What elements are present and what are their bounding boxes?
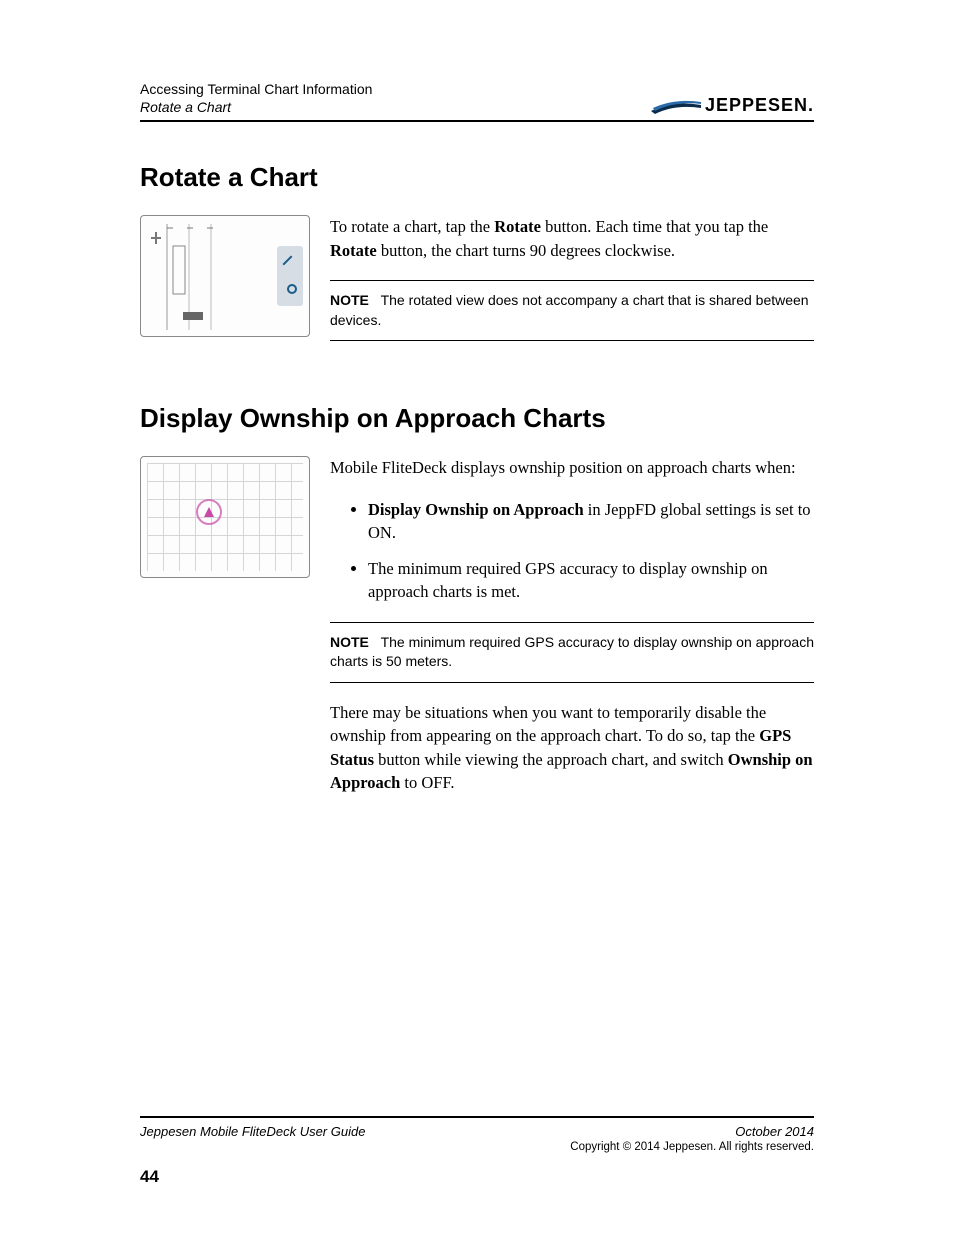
rotate-bold-1: Rotate [494, 217, 541, 236]
text-fragment: button, the chart turns 90 degrees clock… [377, 241, 675, 260]
note-label: NOTE [330, 292, 369, 308]
rotate-instruction-paragraph: To rotate a chart, tap the Rotate button… [330, 215, 814, 262]
text-fragment: There may be situations when you want to… [330, 703, 766, 745]
thumbnail-rotate-chart [140, 215, 310, 337]
text-fragment: To rotate a chart, tap the [330, 217, 494, 236]
note-text: The minimum required GPS accuracy to dis… [330, 634, 814, 670]
text-fragment: button while viewing the approach chart,… [374, 750, 728, 769]
note-label: NOTE [330, 634, 369, 650]
chart-sketch-icon [149, 224, 239, 330]
ownship-conditions-list: Display Ownship on Approach in JeppFD gl… [330, 498, 814, 604]
page-number: 44 [140, 1167, 814, 1187]
page-header: Accessing Terminal Chart Information Rot… [140, 80, 814, 122]
note-ownship: NOTE The minimum required GPS accuracy t… [330, 622, 814, 683]
jeppesen-logo: JEPPESEN. [651, 95, 814, 116]
logo-swoosh-icon [651, 98, 701, 114]
logo-text: JEPPESEN. [705, 95, 814, 116]
heading-rotate-chart: Rotate a Chart [140, 162, 814, 193]
rotate-bold-2: Rotate [330, 241, 377, 260]
footer-copyright: Copyright © 2014 Jeppesen. All rights re… [140, 1141, 814, 1153]
section1-content: To rotate a chart, tap the Rotate button… [330, 215, 814, 359]
ownship-intro-paragraph: Mobile FliteDeck displays ownship positi… [330, 456, 814, 479]
footer-row: Jeppesen Mobile FliteDeck User Guide Oct… [140, 1124, 814, 1139]
section2-content: Mobile FliteDeck displays ownship positi… [330, 456, 814, 812]
footer-doc-title: Jeppesen Mobile FliteDeck User Guide [140, 1124, 365, 1139]
page-container: Accessing Terminal Chart Information Rot… [0, 0, 954, 1235]
thumbnail-approach-chart [140, 456, 310, 578]
section-rotate-chart: To rotate a chart, tap the Rotate button… [140, 215, 814, 359]
footer-rule [140, 1116, 814, 1118]
footer-date: October 2014 [735, 1124, 814, 1139]
section-ownship: Mobile FliteDeck displays ownship positi… [140, 456, 814, 812]
bullet1-bold: Display Ownship on Approach [368, 500, 584, 519]
header-text-block: Accessing Terminal Chart Information Rot… [140, 80, 372, 116]
list-item: Display Ownship on Approach in JeppFD gl… [368, 498, 814, 545]
note-text: The rotated view does not accompany a ch… [330, 292, 809, 328]
header-chapter-title: Accessing Terminal Chart Information [140, 80, 372, 98]
ownship-arrow-icon [204, 507, 214, 517]
header-section-title: Rotate a Chart [140, 98, 372, 116]
ownship-disable-paragraph: There may be situations when you want to… [330, 701, 814, 795]
page-footer: Jeppesen Mobile FliteDeck User Guide Oct… [140, 1116, 814, 1187]
text-fragment: button. Each time that you tap the [541, 217, 768, 236]
text-fragment: to OFF. [400, 773, 454, 792]
heading-ownship: Display Ownship on Approach Charts [140, 403, 814, 434]
note-rotate: NOTE The rotated view does not accompany… [330, 280, 814, 341]
approach-chart-grid-icon [147, 463, 303, 571]
list-item: The minimum required GPS accuracy to dis… [368, 557, 814, 604]
